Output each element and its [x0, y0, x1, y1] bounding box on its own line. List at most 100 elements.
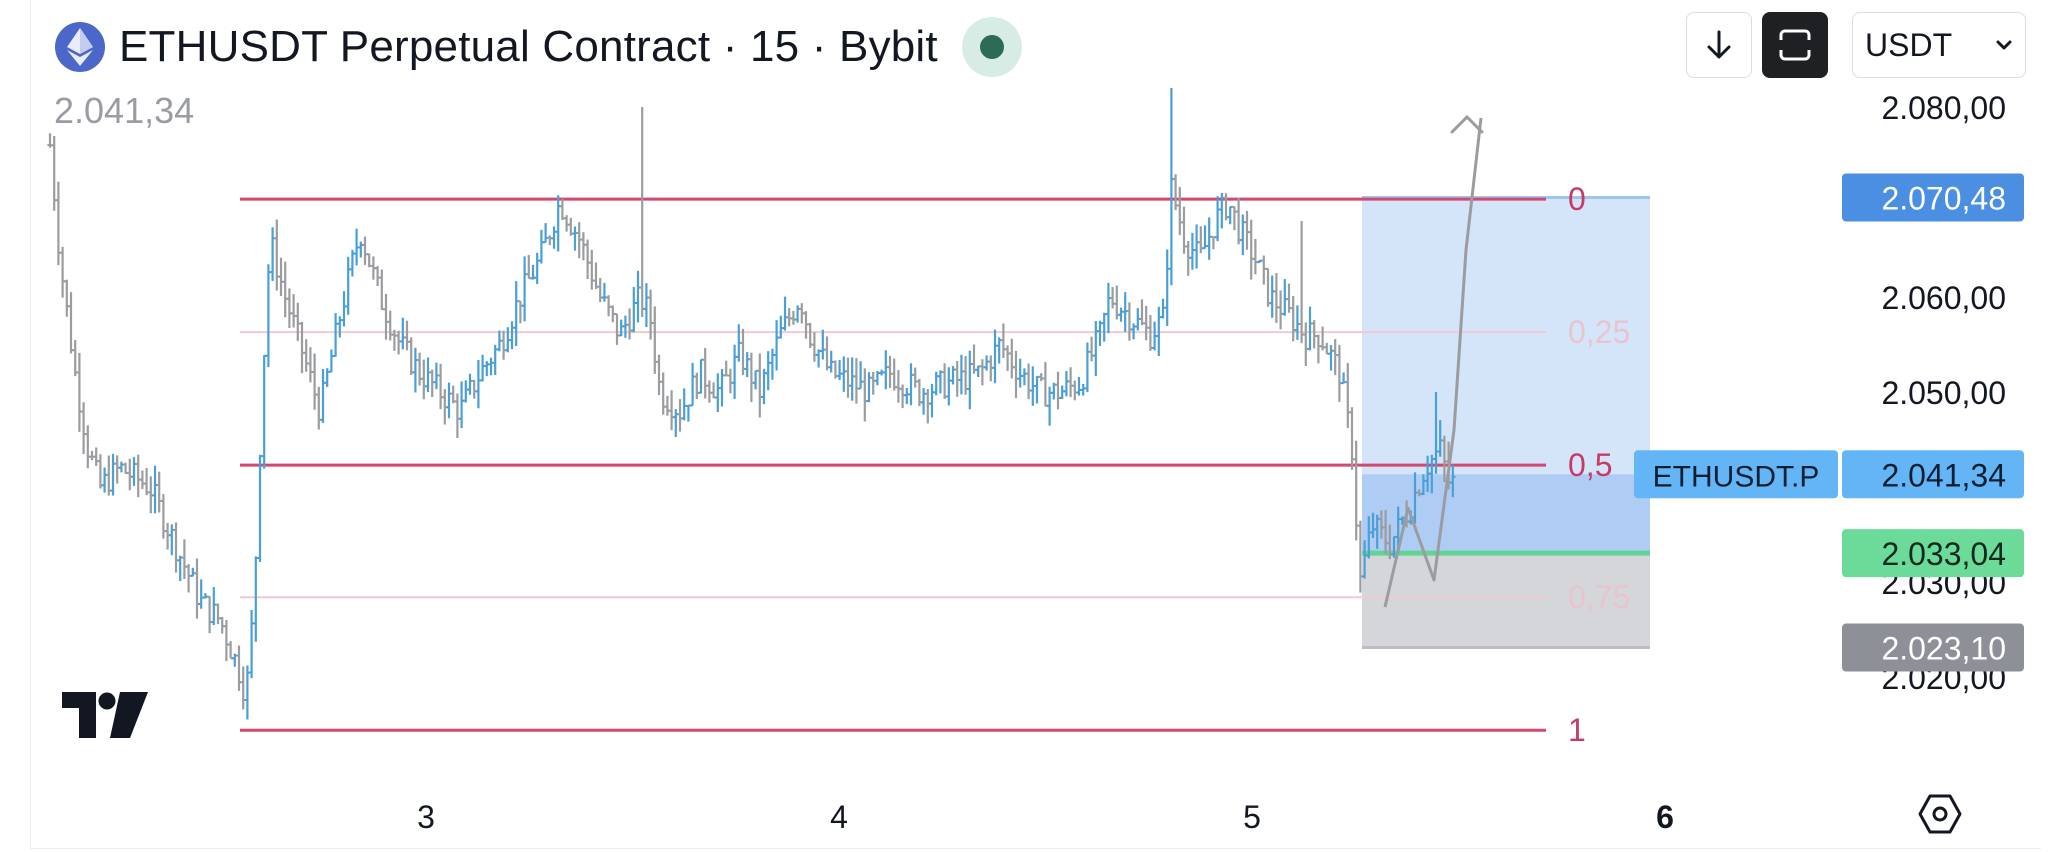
candle	[614, 312, 620, 345]
fib-level-label: 0,25	[1568, 314, 1630, 350]
candle	[748, 352, 754, 403]
candle	[824, 336, 830, 371]
currency-select-value: USDT	[1865, 26, 1953, 63]
candle	[1210, 235, 1216, 250]
candle	[1017, 358, 1023, 388]
candle	[299, 321, 305, 374]
candle	[627, 308, 633, 340]
x-axis-tick-label: 6	[1656, 799, 1674, 835]
candle	[1244, 210, 1250, 250]
candle	[1038, 373, 1044, 382]
candle	[585, 239, 591, 279]
candle	[1072, 380, 1078, 401]
candle	[820, 329, 826, 360]
candle	[1005, 345, 1011, 371]
candle	[1324, 342, 1330, 355]
candle	[475, 359, 481, 409]
candle	[967, 350, 973, 410]
candle	[1450, 465, 1456, 498]
candle	[1089, 336, 1095, 362]
stop-price-tag-bg	[1842, 623, 2024, 672]
candle	[194, 558, 200, 619]
candle	[181, 539, 187, 579]
candle	[778, 315, 784, 339]
candle	[257, 454, 263, 562]
chart-frame	[30, 0, 2041, 849]
candle	[975, 365, 981, 378]
candle	[396, 330, 402, 355]
candle	[1084, 342, 1090, 393]
fullscreen-button[interactable]	[1762, 12, 1828, 78]
fib-level-label: 0,75	[1568, 579, 1630, 615]
candle	[64, 279, 70, 317]
candle	[900, 384, 906, 409]
candle	[312, 353, 318, 410]
y-axis-tick-label: 2.060,00	[1881, 280, 2006, 316]
candle	[1000, 323, 1006, 358]
settings-hex-icon[interactable]	[1918, 794, 1962, 834]
candle	[320, 369, 326, 424]
candle	[446, 382, 452, 419]
last-price-tag-bg	[1842, 450, 2024, 499]
candle	[555, 195, 561, 252]
candle	[551, 226, 557, 249]
candle	[1311, 320, 1317, 349]
candle	[757, 353, 763, 418]
candle	[328, 349, 334, 373]
candle	[307, 347, 313, 383]
ethereum-icon	[55, 22, 105, 72]
candle	[1206, 217, 1212, 260]
entry-price-tag-bg	[1842, 529, 2024, 578]
currency-select[interactable]: USDT	[1852, 12, 2026, 78]
candle	[421, 359, 427, 400]
candle	[635, 270, 641, 323]
candle	[270, 227, 276, 281]
candle	[286, 288, 292, 329]
candle	[72, 339, 78, 377]
candle	[135, 454, 141, 498]
candle	[1168, 88, 1174, 286]
candle	[144, 468, 150, 496]
x-axis-tick-label: 4	[830, 799, 848, 835]
candle	[1303, 322, 1309, 366]
candle	[618, 319, 624, 337]
candle	[1282, 279, 1288, 316]
candle	[517, 300, 523, 324]
position-stop-zone[interactable]	[1362, 553, 1650, 648]
entry-price-tag: 2.033,04	[1881, 536, 2006, 572]
candle	[1080, 383, 1086, 396]
candle	[853, 358, 859, 404]
candle	[215, 603, 221, 625]
candle	[85, 425, 91, 469]
candle	[333, 313, 339, 358]
candle	[921, 388, 927, 415]
symbol-title[interactable]: ETHUSDT Perpetual Contract · 15 · Bybit	[119, 22, 938, 71]
candle	[1194, 224, 1200, 269]
arrow-down-icon	[1707, 30, 1731, 59]
candle	[1034, 375, 1040, 404]
candle	[228, 641, 234, 660]
projection-path[interactable]	[1383, 117, 1483, 608]
arrow-down-button[interactable]	[1686, 12, 1752, 78]
candle	[992, 329, 998, 384]
candle	[110, 453, 116, 496]
candle	[1261, 255, 1267, 285]
candle	[501, 330, 507, 360]
candle	[282, 261, 288, 318]
candle	[685, 404, 691, 422]
candle	[1290, 295, 1296, 342]
candle	[190, 567, 196, 577]
candle	[1139, 299, 1145, 326]
candle	[278, 257, 284, 297]
candle	[652, 306, 658, 374]
candle	[1336, 344, 1342, 402]
candle	[925, 389, 931, 424]
candle	[1299, 221, 1305, 344]
candle	[459, 381, 465, 429]
fib-level-label: 1	[1568, 712, 1586, 748]
candle	[1278, 290, 1284, 330]
last-price-tag: 2.041,34	[1881, 457, 2006, 493]
candle	[786, 308, 792, 327]
candle	[631, 287, 637, 333]
